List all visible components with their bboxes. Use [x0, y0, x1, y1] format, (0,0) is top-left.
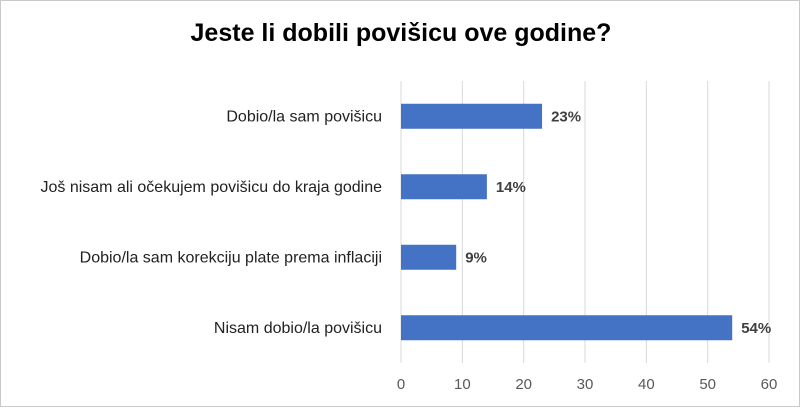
x-tick-label: 20: [515, 376, 532, 393]
category-label: Nisam dobio/la povišicu: [214, 320, 382, 337]
bar: [401, 244, 457, 270]
x-tick-label: 0: [397, 376, 405, 393]
chart-title: Jeste li dobili povišicu ove godine?: [190, 19, 612, 47]
bar: [401, 315, 733, 341]
category-label: Dobio/la sam povišicu: [226, 108, 382, 125]
x-tick-label: 50: [699, 376, 716, 393]
category-label: Još nisam ali očekujem povišicu do kraja…: [40, 179, 382, 196]
data-label: 23%: [551, 108, 581, 125]
bar: [401, 174, 487, 200]
x-tick-label: 60: [761, 376, 778, 393]
x-tick-label: 40: [638, 376, 655, 393]
data-label: 14%: [496, 179, 526, 196]
x-tick-label: 30: [577, 376, 594, 393]
data-label: 54%: [741, 320, 771, 337]
data-label: 9%: [465, 249, 487, 266]
category-label: Dobio/la sam korekciju plate prema infla…: [80, 249, 382, 266]
bar: [401, 103, 543, 129]
x-tick-label: 10: [454, 376, 471, 393]
